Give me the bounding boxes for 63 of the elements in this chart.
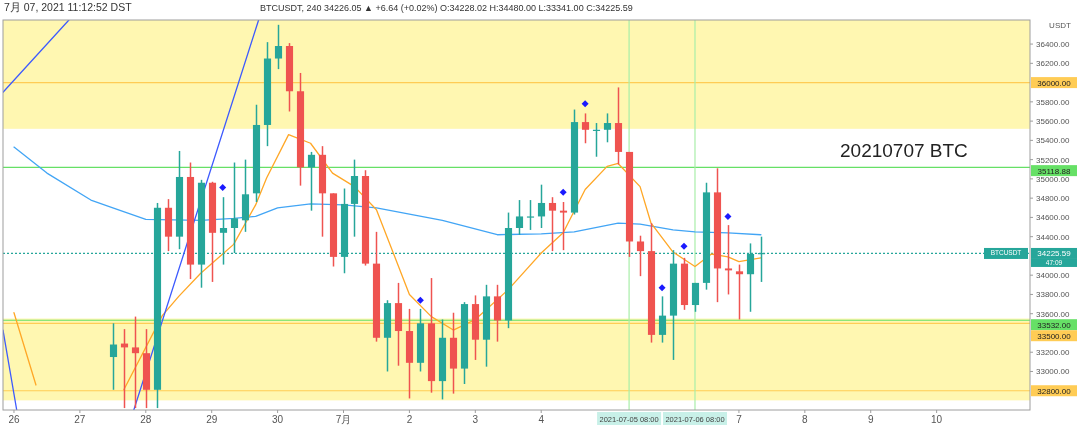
ref-line-label: 35118.88: [1037, 166, 1071, 176]
y-tick-label: 35800.00: [1036, 97, 1070, 107]
point: [658, 284, 666, 292]
candlestick: [559, 201, 568, 251]
candlestick: [307, 151, 316, 212]
x-tick-label: 27: [74, 414, 86, 425]
y-tick-label: 33800.00: [1036, 290, 1070, 300]
x-tick-label: 7月: [335, 414, 352, 425]
ref-line-label: 32800.00: [1037, 386, 1072, 396]
point: [581, 100, 589, 108]
x-tick-label: 10: [931, 414, 943, 425]
candlestick: [526, 199, 535, 231]
text: 20210707 BTC: [840, 140, 968, 161]
point: [219, 184, 227, 192]
ref-line-label: 34225.59: [1037, 249, 1072, 259]
y-tick-label: 35000.00: [1036, 174, 1070, 184]
candlestick: [636, 234, 645, 277]
y-tick-label: 35400.00: [1036, 136, 1070, 146]
x-tick-label: 9: [867, 414, 874, 425]
x-tick-label: 7: [736, 414, 743, 425]
x-tick-label: 8: [802, 414, 809, 425]
x-tick-label: 2: [406, 414, 413, 425]
candlestick: [131, 315, 140, 409]
ref-line-label: 36000.00: [1037, 78, 1072, 88]
ref-line-label: 33500.00: [1037, 331, 1072, 341]
x-tick-label: 26: [8, 414, 20, 425]
y-tick-label: 34000.00: [1036, 271, 1070, 281]
candlestick: [691, 282, 700, 313]
point: [559, 188, 567, 196]
candlestick: [581, 112, 590, 145]
candlestick: [658, 295, 667, 344]
point: [416, 296, 424, 304]
y-tick-label: 34400.00: [1036, 232, 1070, 242]
x-tick-label: 30: [272, 414, 284, 425]
y-tick-label: 35600.00: [1036, 117, 1070, 127]
y-tick-label: 36400.00: [1036, 40, 1070, 50]
line-series: [13, 146, 762, 236]
candlestick: [274, 24, 283, 70]
x-tick-label: 29: [206, 414, 218, 425]
y-tick-label: 36200.00: [1036, 59, 1070, 69]
y-tick-label: 33200.00: [1036, 348, 1070, 358]
point: [680, 242, 688, 250]
candlestick: [230, 161, 239, 254]
x-tick-label: 4: [538, 414, 545, 425]
y-tick-label: 34600.00: [1036, 213, 1070, 223]
candlestick: [109, 322, 118, 391]
candlestick: [724, 224, 733, 296]
candlestick: [515, 199, 524, 236]
x-tick-label: 28: [140, 414, 152, 425]
chart-subtitle: BTCUSDT, 240 34226.05 ▲ +6.64 (+0.02%) O:34228.02 H:34480.00 L:33341.00 C:34225.59: [260, 3, 633, 13]
ref-line-label: 33532.00: [1037, 320, 1072, 330]
candlestick: [548, 196, 557, 252]
candlestick: [537, 183, 546, 229]
candlestick: [603, 112, 612, 144]
candlestick: [735, 263, 744, 321]
x-tick-label: 3: [472, 414, 479, 425]
text: USDT: [1049, 21, 1071, 30]
text: 7月 07, 2021 11:12:52 DST: [4, 1, 133, 13]
y-tick-label: 34800.00: [1036, 194, 1070, 204]
y-tick-label: 33600.00: [1036, 309, 1070, 319]
y-tick-label: 33000.00: [1036, 367, 1070, 377]
y-tick-label: 35200.00: [1036, 155, 1070, 165]
point: [724, 212, 732, 220]
